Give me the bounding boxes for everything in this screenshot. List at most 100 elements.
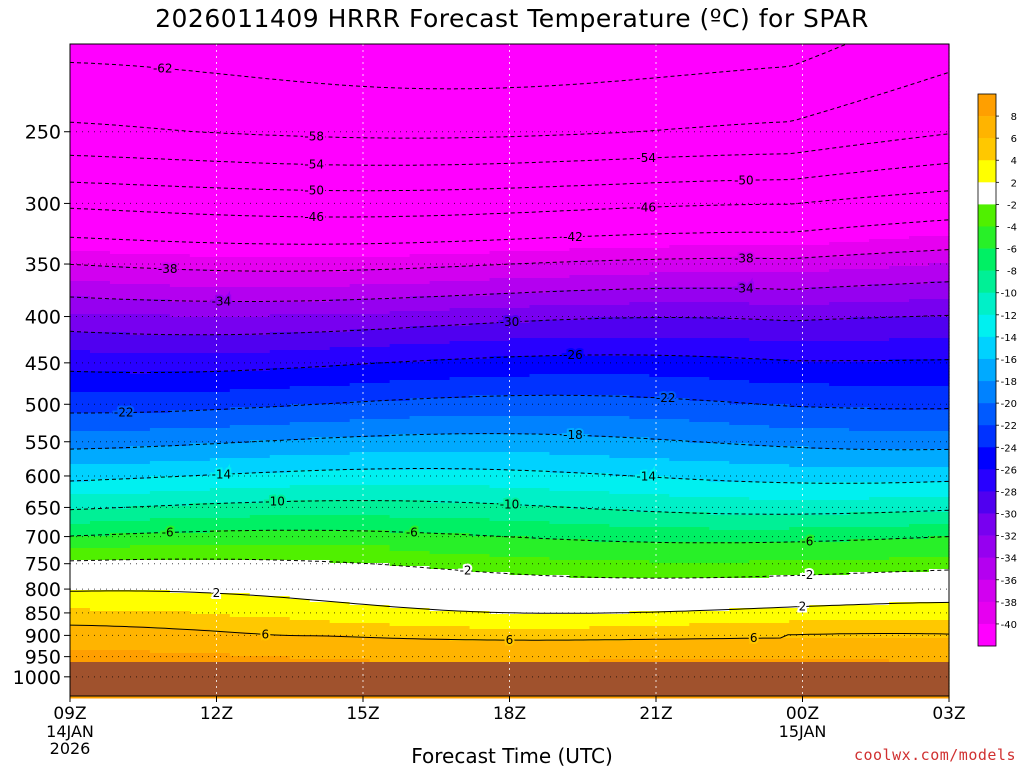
temperature-cell	[489, 347, 511, 351]
temperature-cell	[369, 392, 391, 396]
temperature-cell	[129, 320, 151, 324]
temperature-cell	[89, 212, 111, 216]
temperature-cell	[249, 263, 271, 267]
temperature-cell	[329, 203, 351, 207]
temperature-cell	[329, 368, 351, 372]
temperature-cell	[409, 113, 431, 117]
temperature-cell	[429, 515, 451, 519]
temperature-cell	[469, 566, 491, 570]
temperature-cell	[469, 344, 491, 348]
temperature-cell	[369, 395, 391, 399]
temperature-cell	[70, 68, 91, 72]
temperature-cell	[209, 341, 231, 345]
temperature-cell	[429, 503, 451, 507]
temperature-cell	[329, 248, 351, 252]
temperature-cell	[329, 335, 351, 339]
temperature-cell	[169, 551, 191, 555]
temperature-cell	[249, 80, 271, 84]
temperature-cell	[429, 143, 451, 147]
temperature-cell	[109, 413, 131, 417]
temperature-cell	[129, 128, 151, 132]
temperature-cell	[309, 152, 331, 156]
temperature-cell	[89, 473, 111, 477]
temperature-cell	[389, 50, 411, 54]
temperature-cell	[489, 323, 511, 327]
temperature-cell	[509, 266, 531, 270]
temperature-cell	[489, 116, 511, 120]
temperature-cell	[329, 128, 351, 132]
temperature-cell	[70, 344, 91, 348]
temperature-cell	[469, 467, 491, 471]
temperature-cell	[209, 182, 231, 186]
temperature-cell	[349, 647, 371, 651]
temperature-cell	[229, 293, 251, 297]
temperature-cell	[149, 260, 171, 264]
temperature-cell	[469, 542, 491, 546]
temperature-cell	[509, 332, 531, 336]
temperature-cell	[509, 140, 531, 144]
temperature-cell	[129, 62, 151, 66]
temperature-cell	[70, 302, 91, 306]
temperature-cell	[329, 656, 351, 660]
temperature-cell	[249, 83, 271, 87]
temperature-cell	[189, 431, 211, 435]
temperature-cell	[129, 290, 151, 294]
temperature-cell	[309, 83, 331, 87]
temperature-cell	[349, 380, 371, 384]
temperature-cell	[129, 215, 151, 219]
temperature-cell	[289, 440, 311, 444]
temperature-cell	[389, 581, 411, 585]
temperature-cell	[509, 317, 531, 321]
temperature-cell	[449, 455, 471, 459]
temperature-cell	[129, 152, 151, 156]
temperature-cell	[369, 536, 391, 540]
temperature-cell	[269, 374, 291, 378]
temperature-cell	[349, 416, 371, 420]
temperature-cell	[289, 341, 311, 345]
temperature-cell	[249, 323, 271, 327]
temperature-cell	[70, 434, 91, 438]
temperature-cell	[389, 362, 411, 366]
temperature-cell	[249, 278, 271, 282]
temperature-cell	[229, 557, 251, 561]
temperature-cell	[289, 248, 311, 252]
temperature-cell	[189, 503, 211, 507]
temperature-cell	[209, 200, 231, 204]
temperature-cell	[70, 86, 91, 90]
temperature-cell	[389, 206, 411, 210]
temperature-cell	[109, 101, 131, 105]
temperature-cell	[449, 116, 471, 120]
temperature-cell	[89, 80, 111, 84]
temperature-cell	[89, 485, 111, 489]
temperature-cell	[109, 572, 131, 576]
temperature-cell	[409, 341, 431, 345]
temperature-cell	[429, 311, 451, 315]
temperature-cell	[269, 230, 291, 234]
temperature-cell	[509, 251, 531, 255]
temperature-cell	[70, 491, 91, 495]
temperature-cell	[269, 281, 291, 285]
temperature-cell	[409, 344, 431, 348]
temperature-cell	[329, 188, 351, 192]
temperature-cell	[269, 347, 291, 351]
temperature-cell	[249, 473, 271, 477]
temperature-cell	[89, 326, 111, 330]
temperature-cell	[249, 344, 271, 348]
temperature-cell	[189, 71, 211, 75]
temperature-cell	[189, 287, 211, 291]
temperature-cell	[369, 512, 391, 516]
temperature-cell	[229, 113, 251, 117]
temperature-cell	[129, 413, 151, 417]
temperature-cell	[449, 650, 471, 654]
temperature-cell	[429, 164, 451, 168]
temperature-cell	[189, 377, 211, 381]
temperature-cell	[169, 503, 191, 507]
temperature-cell	[229, 107, 251, 111]
temperature-cell	[509, 533, 531, 537]
temperature-cell	[89, 428, 111, 432]
temperature-cell	[129, 482, 151, 486]
temperature-cell	[89, 578, 111, 582]
temperature-cell	[229, 344, 251, 348]
temperature-cell	[149, 287, 171, 291]
temperature-cell	[409, 398, 431, 402]
